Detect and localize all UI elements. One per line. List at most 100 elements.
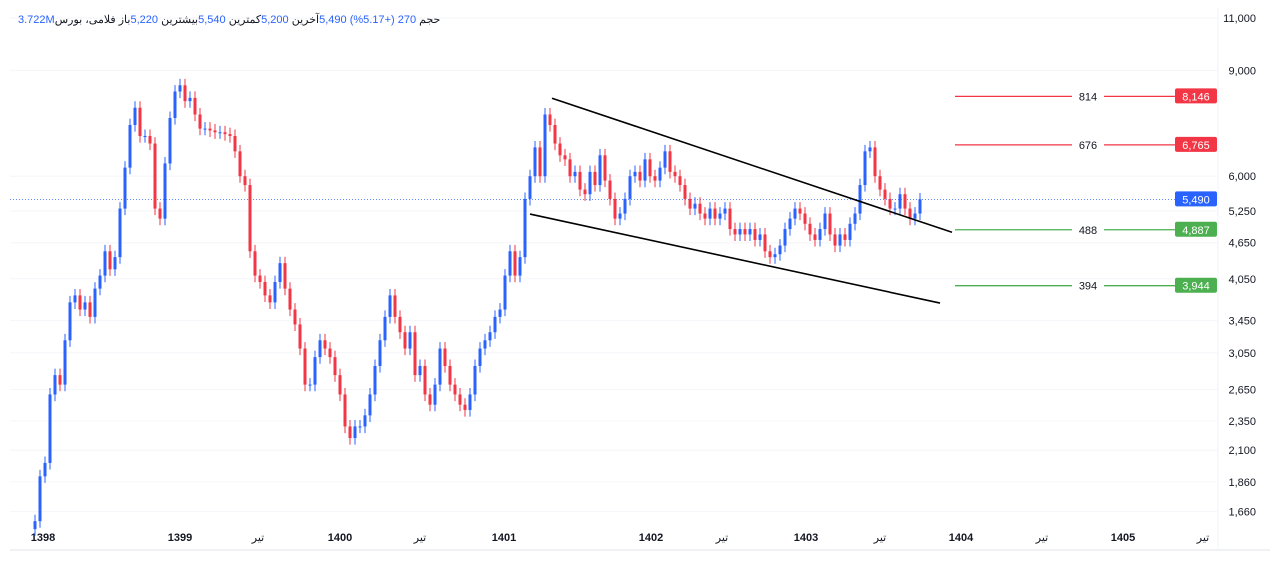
candle-body (53, 375, 57, 395)
candle (823, 207, 827, 236)
candle-body (368, 394, 372, 416)
candle-body (338, 375, 342, 395)
candle (898, 187, 902, 216)
candle (573, 165, 577, 183)
candle-body (638, 171, 642, 181)
candle-body (403, 332, 407, 349)
candle-body (703, 213, 707, 219)
candle-body (893, 208, 897, 210)
candle-body (523, 198, 527, 258)
candle (188, 91, 192, 108)
candle (473, 359, 477, 402)
level-label: 394 (1079, 281, 1097, 293)
candle-body (38, 476, 42, 522)
candle-body (788, 218, 792, 230)
candle-body (818, 229, 822, 240)
candle-body (668, 151, 672, 172)
candle (213, 123, 217, 139)
candle (328, 342, 332, 364)
candle-body (908, 208, 912, 219)
candle (788, 212, 792, 236)
candle-body (33, 521, 37, 530)
level-price-tag (1175, 88, 1217, 104)
candle (333, 350, 337, 382)
candle-body (93, 288, 97, 317)
candle (543, 108, 547, 183)
symbol-name: فلامی، بورس (54, 14, 116, 26)
candle (693, 197, 697, 216)
candle (663, 144, 667, 175)
candle-body (693, 203, 697, 209)
candle (808, 217, 812, 242)
candle-body (43, 462, 47, 477)
candle-body (203, 128, 207, 130)
y-tick-label: 4,650 (1228, 238, 1256, 250)
candle-body (483, 340, 487, 349)
candle-body (488, 332, 492, 341)
candle (758, 227, 762, 247)
high-value: 5,540 (198, 14, 226, 26)
candle (483, 333, 487, 356)
candle-body (143, 135, 147, 137)
y-tick-label: 3,050 (1228, 348, 1256, 360)
candle-body (213, 130, 217, 133)
candle (503, 269, 507, 317)
candle-body (858, 185, 862, 214)
candle-body (563, 155, 567, 160)
candle-body (458, 394, 462, 405)
candle (108, 244, 112, 276)
candle (793, 202, 797, 226)
candle-body (793, 208, 797, 219)
candle-body (178, 85, 182, 92)
candle-body (558, 143, 562, 156)
candle-body (493, 316, 497, 333)
candle (138, 101, 142, 143)
candle-body (393, 295, 397, 317)
candle-body (443, 348, 447, 366)
candle-body (808, 223, 812, 235)
candle-body (898, 194, 902, 209)
candle (308, 378, 312, 392)
candle-body (513, 251, 517, 276)
open-value: 5,220 (130, 14, 159, 26)
candle-body (753, 229, 757, 240)
candle (73, 288, 77, 309)
x-tick-label: تیر (873, 532, 886, 544)
candle (908, 202, 912, 226)
candle-body (798, 208, 802, 214)
candle-body (303, 348, 307, 385)
candle (603, 148, 607, 188)
candle-body (658, 167, 662, 181)
candle (438, 342, 442, 392)
candle (628, 169, 632, 206)
candle (703, 207, 707, 226)
candle (868, 140, 872, 158)
candle (523, 192, 527, 264)
x-tick-label: تیر (251, 532, 264, 544)
x-tick-label: 1399 (168, 532, 192, 544)
candle-body (63, 340, 67, 385)
y-tick-label: 2,350 (1228, 416, 1256, 428)
candle (883, 183, 887, 206)
candle-body (828, 213, 832, 235)
candle (723, 202, 727, 221)
candle (453, 378, 457, 402)
candle-body (243, 176, 247, 186)
candle-body (598, 155, 602, 186)
candle-body (873, 147, 877, 177)
candle-body (88, 302, 92, 317)
candle (548, 108, 552, 132)
y-tick-label: 2,100 (1228, 445, 1256, 457)
candle-body (463, 404, 467, 410)
candle-body (508, 251, 512, 276)
candle-body (253, 251, 257, 276)
candle-body (328, 348, 332, 358)
candle-body (848, 223, 852, 240)
y-tick-label: 5,250 (1228, 206, 1256, 218)
x-tick-label: 1404 (949, 532, 974, 544)
change-value: 270 (+5.17%) (349, 14, 417, 26)
candle (178, 78, 182, 99)
candle (768, 244, 772, 264)
candle (798, 202, 802, 221)
